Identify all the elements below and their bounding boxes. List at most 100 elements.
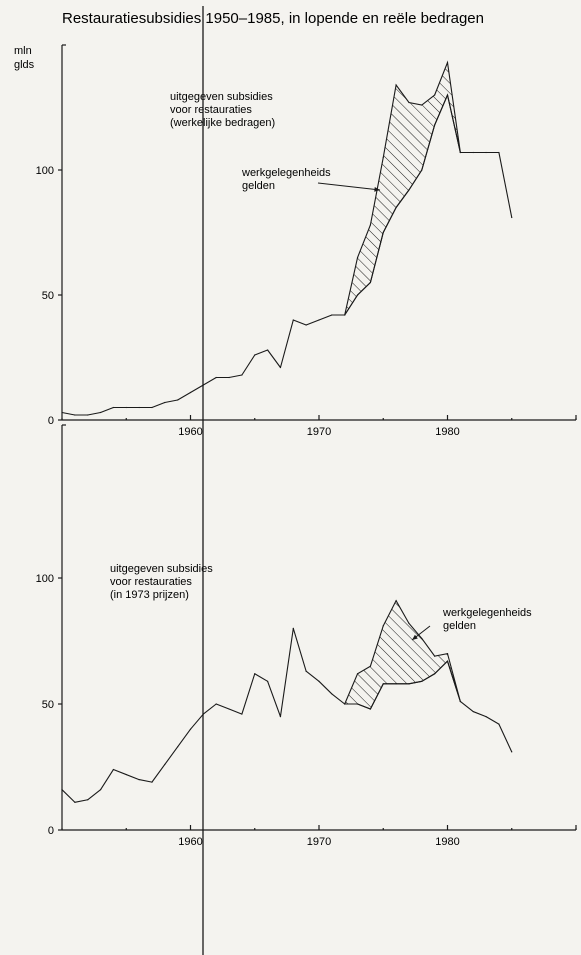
data-point	[485, 716, 487, 718]
annotation-arrowhead	[412, 634, 418, 640]
data-point-upper	[382, 156, 384, 159]
data-point-upper	[408, 622, 410, 624]
data-point-upper	[395, 84, 397, 86]
data-point	[228, 376, 230, 379]
employment-funds-band	[344, 60, 461, 316]
annotation-subsidies: voor restauraties	[110, 576, 192, 588]
y-tick-label: 50	[42, 699, 54, 711]
x-tick-label: 1960	[178, 426, 202, 438]
data-point	[125, 773, 127, 776]
series-line-subsidies	[61, 627, 513, 803]
data-point-upper	[369, 224, 371, 226]
data-point	[99, 411, 102, 414]
data-point	[87, 414, 89, 416]
data-point	[498, 723, 500, 725]
data-point	[279, 366, 282, 369]
x-tick-label: 1980	[435, 836, 459, 848]
data-point	[279, 716, 282, 718]
annotation-employment-funds: werkgelegenheids	[241, 167, 331, 179]
data-point	[356, 703, 359, 705]
data-point	[74, 801, 76, 803]
y-tick-label: 100	[36, 165, 54, 177]
annotation-employment-funds: werkgelegenheids	[442, 607, 532, 619]
chart-title: Restauratiesubsidies 1950–1985, in lopen…	[62, 10, 484, 27]
data-point	[112, 406, 114, 409]
data-point	[369, 708, 371, 710]
y-tick-label: 50	[42, 290, 54, 302]
x-tick-label: 1980	[435, 426, 459, 438]
data-point	[511, 751, 513, 753]
chart-top: 0 50 100 1960 1970 1980 uitgegeven subsidiesvo…	[36, 44, 577, 438]
data-point	[408, 683, 410, 685]
annotation-subsidies: uitgegeven subsidies	[110, 563, 213, 575]
data-point-upper	[434, 94, 436, 96]
annotation-employment-funds: gelden	[242, 180, 275, 192]
data-point-upper	[356, 673, 359, 675]
data-point	[356, 294, 359, 296]
data-point	[446, 660, 449, 662]
data-point-upper	[421, 104, 423, 106]
data-point	[254, 673, 256, 675]
data-point-upper	[446, 61, 449, 64]
data-point	[151, 406, 153, 409]
x-tick-label: 1960	[178, 836, 202, 848]
y-tick-label: 0	[48, 825, 54, 837]
data-point	[254, 354, 256, 356]
data-point	[331, 693, 333, 695]
data-point	[164, 401, 166, 404]
data-point	[382, 683, 384, 685]
data-point	[305, 324, 307, 326]
data-point	[99, 789, 102, 791]
y-axis-unit-line-2: glds	[14, 59, 35, 71]
data-point	[421, 680, 423, 682]
annotation-arrowhead	[374, 187, 380, 192]
data-point	[164, 763, 166, 766]
data-point	[395, 206, 397, 209]
data-point	[125, 406, 127, 409]
data-point-upper	[344, 703, 346, 705]
data-point	[369, 281, 371, 284]
annotation-subsidies: (in 1973 prijzen)	[110, 589, 189, 601]
data-point	[151, 781, 153, 783]
data-point	[241, 713, 243, 715]
data-point	[331, 314, 333, 316]
data-point-upper	[446, 653, 449, 655]
data-point	[382, 231, 384, 234]
data-point	[112, 768, 114, 771]
data-point	[87, 799, 89, 801]
data-point	[267, 349, 269, 351]
annotation-employment-funds: gelden	[443, 620, 476, 632]
data-point	[511, 216, 513, 219]
data-point-upper	[369, 665, 371, 667]
data-point	[421, 169, 423, 171]
data-point	[305, 670, 307, 672]
annotation-subsidies: uitgegeven subsidies	[170, 91, 273, 103]
data-point	[485, 151, 487, 154]
data-point	[61, 411, 63, 414]
data-point	[472, 710, 474, 713]
data-point	[138, 406, 140, 409]
data-point	[434, 673, 436, 675]
data-point	[177, 746, 179, 748]
data-point	[215, 376, 217, 379]
y-tick-label: 0	[48, 415, 54, 427]
annotation-subsidies: (werkelijke bedragen)	[170, 117, 275, 129]
data-point	[267, 680, 269, 682]
data-point	[446, 94, 449, 96]
annotation-arrow	[317, 182, 381, 191]
data-point	[318, 319, 320, 321]
annotation-subsidies: voor restauraties	[170, 104, 252, 116]
y-tick-label: 100	[36, 573, 54, 585]
data-point-upper	[408, 101, 410, 104]
data-point-upper	[344, 314, 346, 316]
data-point-upper	[459, 151, 461, 154]
data-point	[472, 151, 474, 154]
data-point	[138, 779, 140, 781]
y-axis-unit-line-1: mln	[14, 45, 32, 57]
data-point	[292, 627, 294, 630]
data-point	[189, 391, 192, 394]
series-line-subsidies	[61, 94, 513, 416]
data-point	[241, 374, 243, 376]
